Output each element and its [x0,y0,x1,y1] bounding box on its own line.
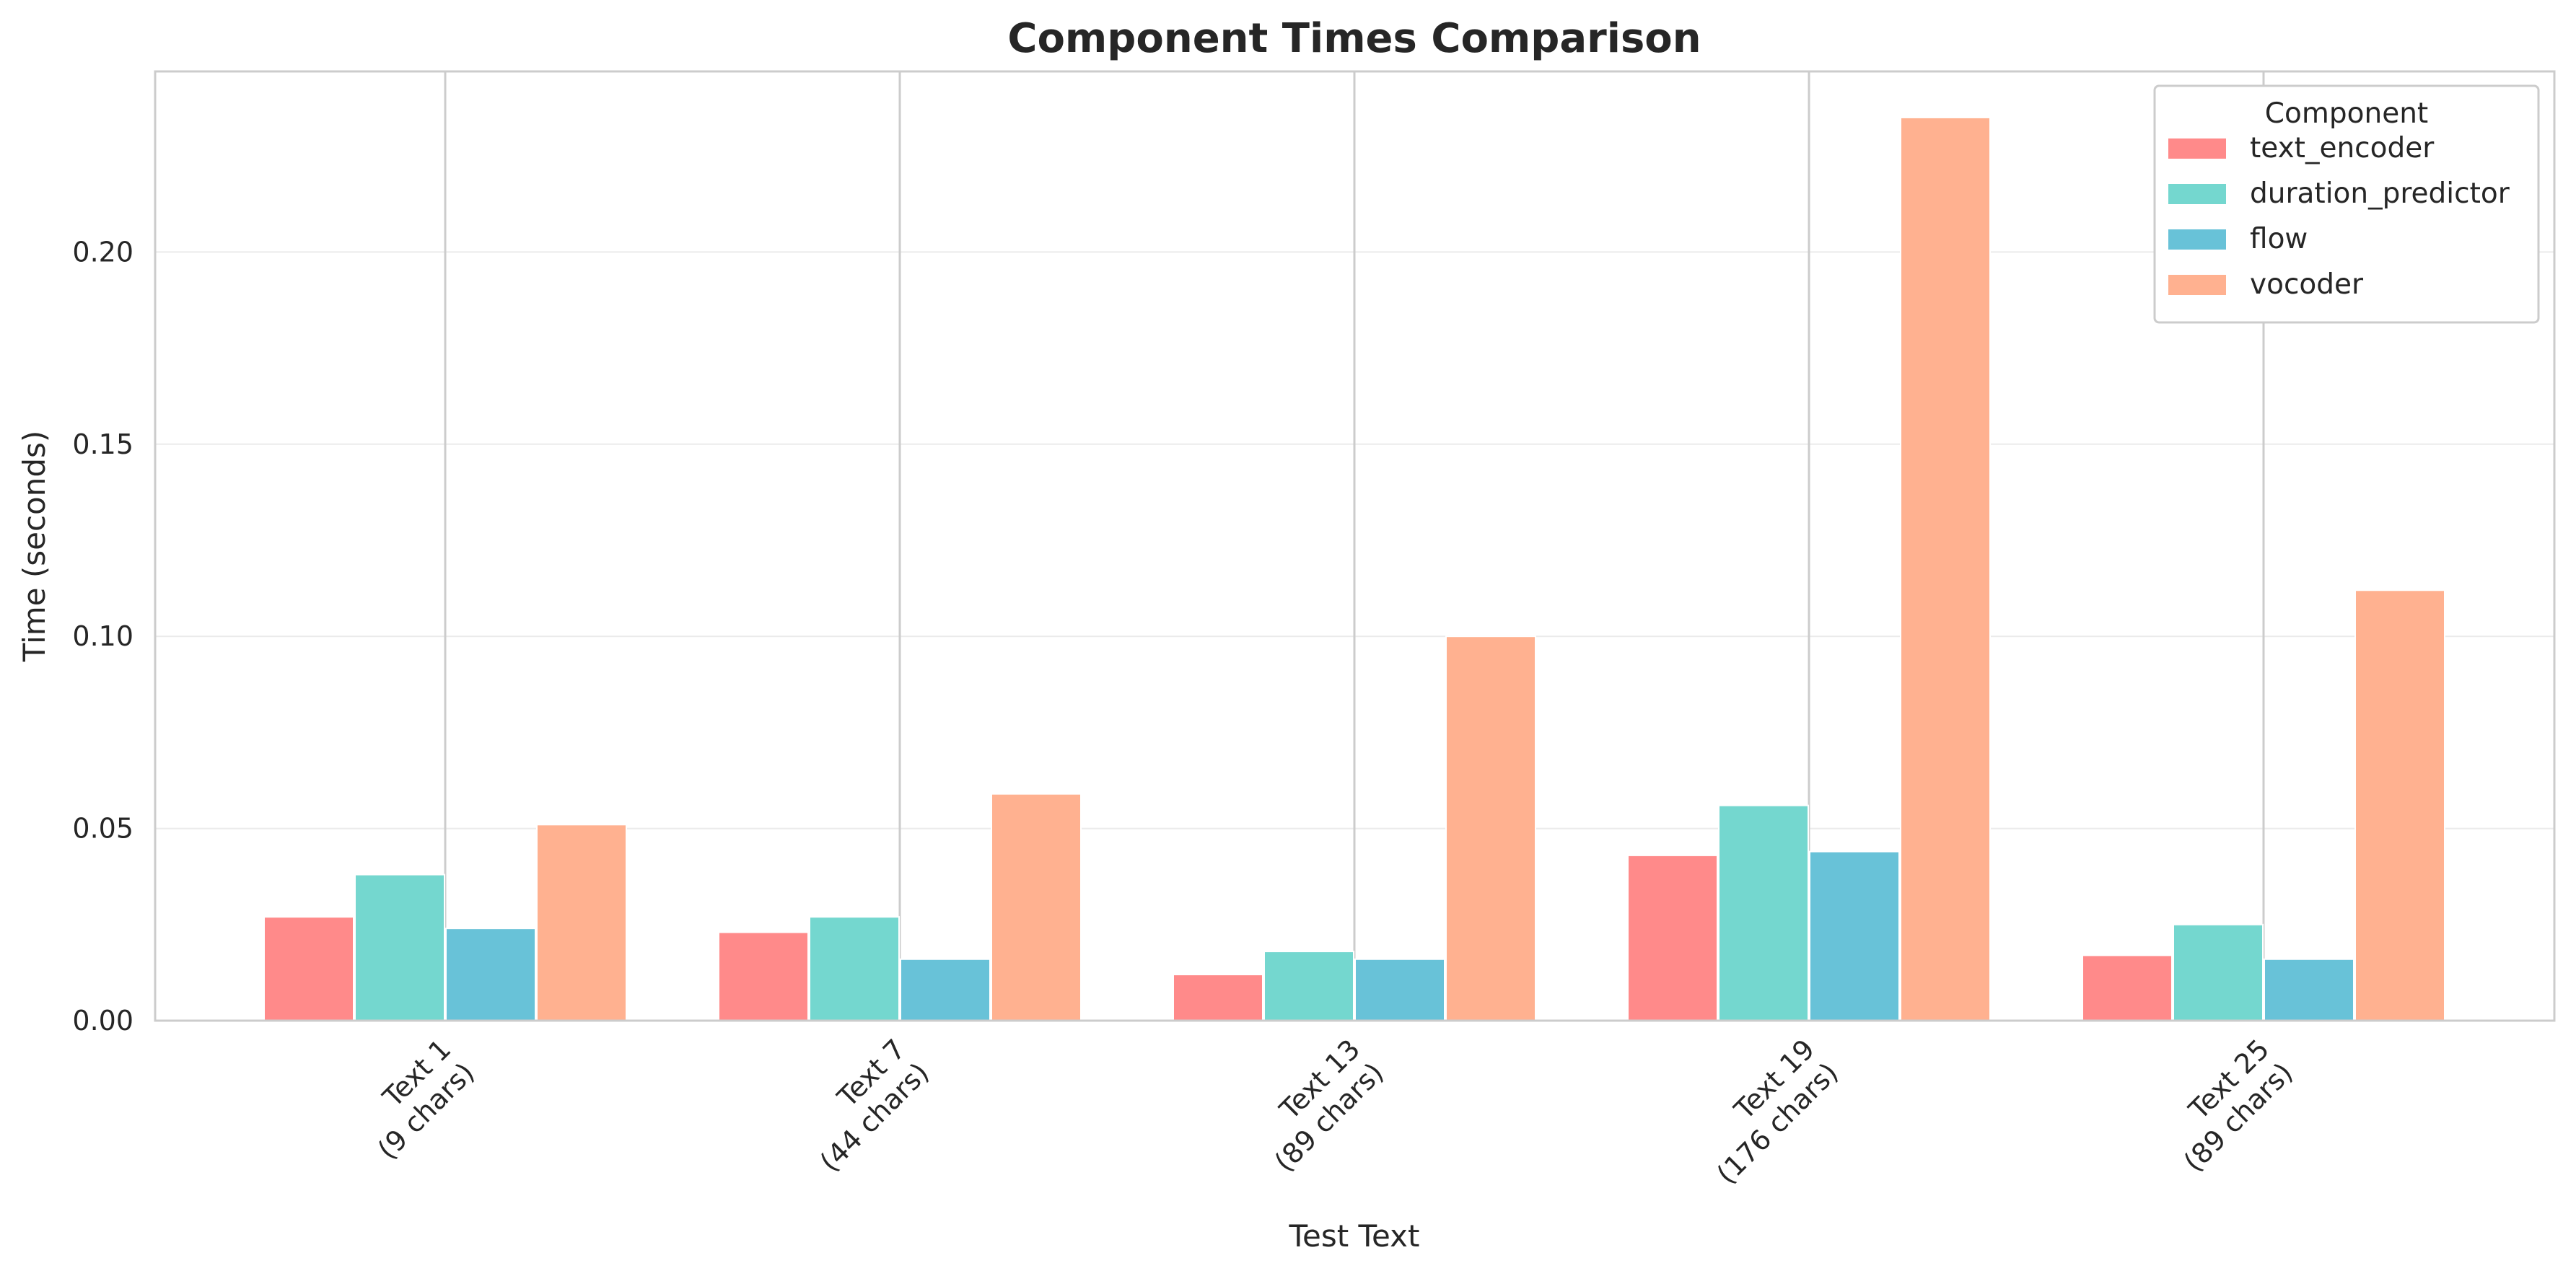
legend-swatch-vocoder [2168,275,2226,295]
legend: Component text_encoder duration_predictor… [2153,84,2540,324]
bar-flow [2264,958,2354,1022]
legend-swatch-text_encoder [2168,138,2226,159]
x-tick-label: Text 13(89 chars) [1245,1033,1390,1178]
bar-text_encoder [1627,854,1718,1022]
legend-label-vocoder: vocoder [2250,268,2364,301]
x-tick-label: Text 25(89 chars) [2154,1033,2299,1178]
bar-vocoder [991,793,1082,1022]
bar-text_encoder [718,931,809,1022]
bar-flow [445,928,536,1021]
legend-swatch-duration_predictor [2168,184,2226,204]
bar-vocoder [536,824,627,1021]
legend-title: Component [2265,97,2428,130]
y-tick-label: 0.05 [72,813,133,845]
x-axis-ticks: Text 1(9 chars) Text 7(44 chars) Text 13(8… [348,1033,2299,1190]
bar-duration_predictor [2173,923,2264,1022]
y-tick-label: 0.15 [72,428,133,460]
plot-frame [154,70,2556,1022]
bar-vocoder [1445,635,1536,1021]
legend-swatch-flow [2168,229,2226,250]
y-tick-label: 0.10 [72,620,133,652]
bar-flow [900,958,991,1022]
y-axis-ticks: 0.00 0.05 0.10 0.15 0.20 [72,236,133,1037]
x-tick-label: Text 19(176 chars) [1687,1033,1844,1190]
x-tick-label: Text 1(9 chars) [348,1033,481,1166]
bar-duration_predictor [809,916,900,1021]
bar-text_encoder [1173,974,1263,1022]
bar-duration_predictor [1263,951,1354,1021]
bars [263,116,2445,1022]
y-tick-label: 0.20 [72,236,133,268]
legend-label-duration_predictor: duration_predictor [2250,177,2510,210]
bar-text_encoder [2082,954,2173,1021]
bar-flow [1354,958,1445,1022]
y-axis-label: Time (seconds) [17,431,52,663]
x-tick-label: Text 7(44 chars) [790,1033,935,1178]
bar-vocoder [1900,116,1991,1022]
legend-label-text_encoder: text_encoder [2250,132,2435,164]
bar-text_encoder [263,916,354,1021]
bar-flow [1809,850,1900,1021]
legend-box [2153,84,2540,324]
chart-title: Component Times Comparison [1007,15,1701,62]
bar-vocoder [2354,589,2445,1021]
bar-duration_predictor [354,874,445,1021]
x-axis-label: Test Text [1288,1218,1419,1254]
bar-duration_predictor [1718,804,1809,1021]
legend-label-flow: flow [2250,223,2308,255]
y-tick-label: 0.00 [72,1005,133,1037]
